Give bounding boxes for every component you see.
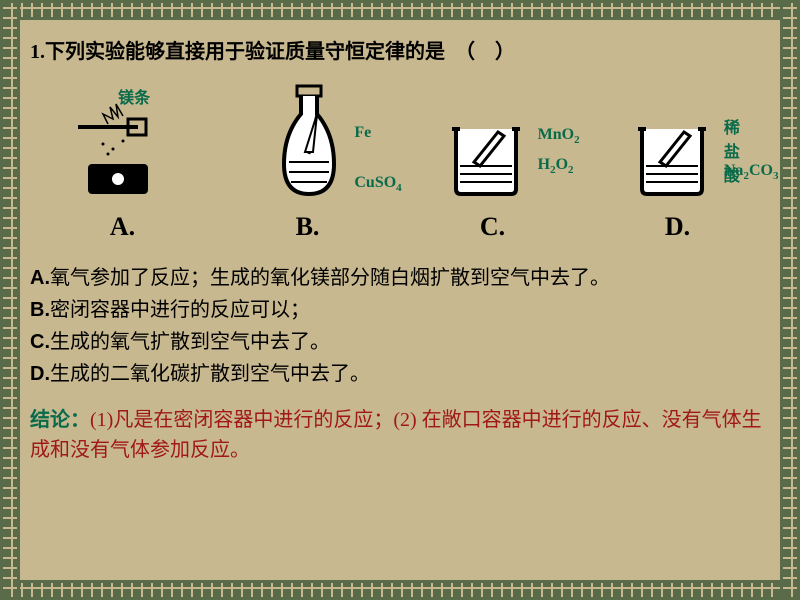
option-d: D. — [588, 212, 768, 242]
border-right — [780, 0, 800, 600]
option-b: B. — [218, 212, 398, 242]
explanations-block: A.氧气参加了反应；生成的氧化镁部分随白烟扩散到空气中去了。 B.密闭容器中进行… — [30, 262, 770, 390]
label-a: 镁条 — [118, 84, 150, 108]
label-c-h2o2: H2O2 — [538, 156, 574, 176]
diagram-a: 镁条 — [78, 89, 173, 204]
option-c: C. — [403, 212, 583, 242]
diagram-b: Fe CuSO4 — [269, 84, 349, 204]
option-letters-row: A. B. C. D. — [30, 212, 770, 242]
question-text: 1.下列实验能够直接用于验证质量守恒定律的是 （ ） — [30, 35, 770, 64]
border-top — [0, 0, 800, 20]
explanation-a: A.氧气参加了反应；生成的氧化镁部分随白烟扩散到空气中去了。 — [30, 262, 770, 294]
conclusion-text: (1)凡是在密闭容器中进行的反应；(2) 在敞口容器中进行的反应、没有气体生成和… — [30, 409, 762, 461]
diagram-c: MnO2 H2O2 — [446, 114, 536, 204]
label-b-cuso4: CuSO4 — [354, 174, 401, 194]
beaker-d-icon — [632, 114, 722, 204]
label-c-mno2: MnO2 — [538, 126, 580, 146]
explanation-b: B.密闭容器中进行的反应可以； — [30, 294, 770, 326]
beaker-c-icon — [446, 114, 536, 204]
border-left — [0, 0, 20, 600]
explanation-d: D.生成的二氧化碳扩散到空气中去了。 — [30, 358, 770, 390]
conclusion-block: 结论：(1)凡是在密闭容器中进行的反应；(2) 在敞口容器中进行的反应、没有气体… — [30, 405, 770, 465]
label-b-fe: Fe — [354, 124, 371, 142]
conclusion-label: 结论： — [30, 409, 90, 431]
label-d-na2co3: Na2CO3 — [724, 162, 779, 182]
option-a: A. — [33, 212, 213, 242]
explanation-c: C.生成的氧气扩散到空气中去了。 — [30, 326, 770, 358]
border-bottom — [0, 580, 800, 600]
diagram-row: 镁条 — [30, 74, 770, 204]
diagram-d: 稀盐酸 Na2CO3 — [632, 114, 722, 204]
flask-icon — [269, 84, 349, 204]
slide-content: 1.下列实验能够直接用于验证质量守恒定律的是 （ ） 镁条 — [20, 20, 780, 580]
